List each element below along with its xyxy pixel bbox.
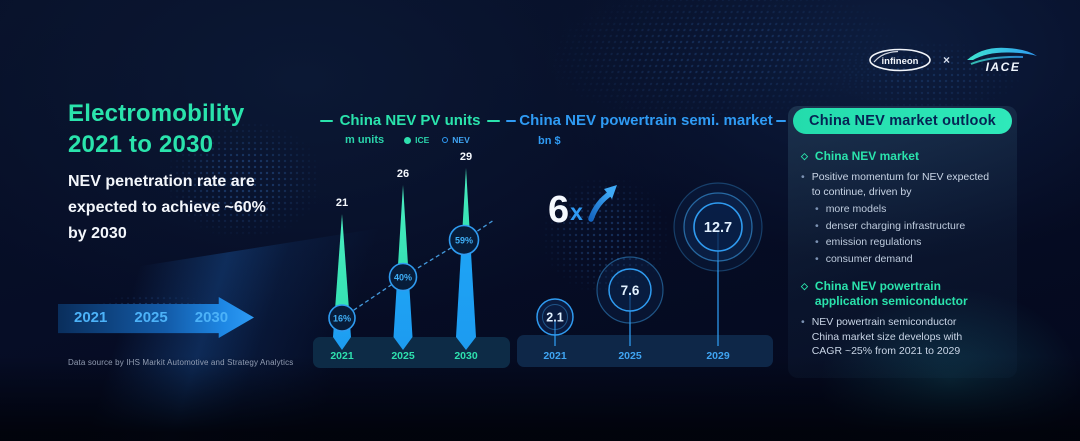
dash-decoration (487, 119, 501, 122)
logo-row: infineon × IACE (868, 44, 1041, 76)
pv-total-2021: 21 (336, 197, 348, 209)
pv-total-2030: 29 (460, 151, 472, 163)
timeline-year-2030: 2030 (194, 309, 229, 326)
timeline-arrow: 2021 2025 2030 (58, 297, 254, 338)
outlook-subitem: • consumer demand (815, 252, 1005, 267)
pv-total-2025: 26 (397, 168, 409, 180)
share-label-2021: 16% (333, 314, 351, 324)
pv-year-2025: 2025 (391, 350, 415, 362)
timeline-year-2025: 2025 (134, 309, 168, 326)
outlook-subitem: • denser charging infrastructure (815, 219, 1005, 234)
outlook-subitem-text: denser charging infrastructure (825, 219, 966, 232)
page-subtitle: NEV penetration rate are expected to ach… (68, 173, 266, 242)
bubble-2025 (608, 268, 652, 312)
bubble-2021 (536, 298, 574, 336)
share-bubble-2030 (448, 224, 480, 256)
data-source-note: Data source by IHS Markit Automotive and… (68, 358, 294, 367)
pv-platform (313, 337, 510, 368)
dot-bullet-icon: • (801, 171, 805, 183)
semi-year-2029: 2029 (706, 350, 730, 362)
semi-unit-label: bn $ (538, 135, 561, 147)
pv-chart-title-text: China NEV PV units (339, 112, 481, 129)
logo-separator: × (943, 53, 951, 67)
outlook-section2-heading: ◇ China NEV powertrain application semic… (801, 279, 1001, 309)
semi-value-2029: 12.7 (704, 220, 732, 236)
particle-mesh-pattern (535, 0, 915, 120)
outlook-bullet-text: Positive momentum for NEV expected to co… (811, 171, 990, 198)
pv-year-2021: 2021 (330, 350, 354, 362)
semi-chart-title: China NEV powertrain semi. market (506, 112, 786, 129)
dot-bullet-icon: • (815, 219, 819, 232)
ice-dot-icon (404, 136, 412, 144)
semi-platform (517, 335, 773, 367)
share-label-2030: 59% (455, 236, 473, 246)
semi-chart-title-text: China NEV powertrain semi. market (519, 112, 773, 129)
growth-number: 6 (548, 189, 570, 231)
growth-suffix: x (570, 199, 583, 225)
infineon-logo: infineon (869, 48, 931, 72)
dot-bullet-icon: • (815, 252, 819, 265)
pv-chart-meta: m units ICE NEV (310, 134, 510, 146)
share-bubble-2021 (328, 304, 356, 332)
pv-year-2030: 2030 (454, 350, 478, 362)
bubble-2021-inner-ring (542, 304, 568, 330)
outlook-section1-heading-text: China NEV market (814, 149, 919, 163)
outlook-sublist: • more models • denser charging infrastr… (815, 202, 1005, 266)
outlook-bullet-text: NEV powertrain semiconductor China marke… (811, 316, 963, 357)
dot-bullet-icon: • (815, 236, 819, 248)
timeline-year-2021: 2021 (74, 309, 108, 326)
diamond-bullet-icon: ◇ (801, 151, 808, 161)
outlook-panel: China NEV market outlook ◇ China NEV mar… (788, 106, 1017, 378)
outlook-header-pill: China NEV market outlook (793, 108, 1012, 134)
dash-decoration (775, 119, 786, 122)
semi-value-2021: 2.1 (546, 311, 563, 325)
outlook-subitem-text: more models (825, 203, 887, 215)
infineon-logo-text: infineon (882, 56, 919, 67)
dash-decoration (319, 119, 333, 122)
page-title-line1: Electromobility (68, 100, 245, 127)
partner-car-logo: IACE (967, 47, 1038, 74)
share-bubble-2025 (388, 262, 418, 292)
outlook-section1-heading: ◇ China NEV market (801, 149, 1001, 164)
dash-decoration (506, 119, 517, 122)
penetration-trend-line (341, 219, 495, 319)
outlook-subitem: • more models (815, 202, 1005, 217)
partner-logo-text: IACE (986, 60, 1021, 74)
pv-spike-chart: 16% 40% 59% 21 26 29 2021 2025 2030 (313, 151, 510, 368)
share-label-2025: 40% (394, 273, 412, 283)
outlook-bullet: • Positive momentum for NEV expected to … (801, 170, 1005, 199)
pv-unit-label: m units (345, 134, 385, 146)
outlook-body: ◇ China NEV market • Positive momentum f… (788, 134, 1017, 359)
outlook-bullet: • NEV powertrain semiconductor China mar… (801, 315, 1005, 359)
growth-arrow-icon (588, 185, 617, 222)
legend-label-ice: ICE (415, 135, 430, 145)
outlook-subitem-text: consumer demand (825, 252, 913, 265)
spike-2030 (456, 168, 476, 350)
bubble-2029 (693, 202, 743, 252)
outlook-subitem-text: emission regulations (825, 236, 922, 248)
legend-label-nev: NEV (452, 135, 470, 145)
legend-item-nev: NEV (442, 135, 470, 145)
semi-value-2025: 7.6 (621, 283, 640, 298)
dot-bullet-icon: • (815, 203, 819, 215)
outlook-subitem: • emission regulations (815, 235, 1005, 250)
nev-ring-icon (442, 137, 449, 143)
outlook-section2-heading-text: China NEV powertrain application semicon… (814, 279, 968, 308)
car-silhouette (967, 47, 1038, 60)
semi-year-2025: 2025 (618, 350, 642, 362)
diamond-bullet-icon: ◇ (801, 281, 808, 291)
dot-bullet-icon: • (801, 316, 805, 328)
pv-chart-title: China NEV PV units (310, 112, 510, 129)
legend-item-ice: ICE (404, 135, 429, 145)
pv-legend: ICE NEV (404, 135, 470, 145)
title-block: Electromobility 2021 to 2030 NEV penetra… (68, 98, 318, 247)
page-title-line2: 2021 to 2030 (68, 131, 214, 158)
semi-bubble-chart: 2.1 7.6 12.7 2021 2025 2029 (517, 182, 773, 367)
semi-year-2021: 2021 (543, 350, 567, 362)
growth-callout: 6 x (548, 184, 620, 230)
